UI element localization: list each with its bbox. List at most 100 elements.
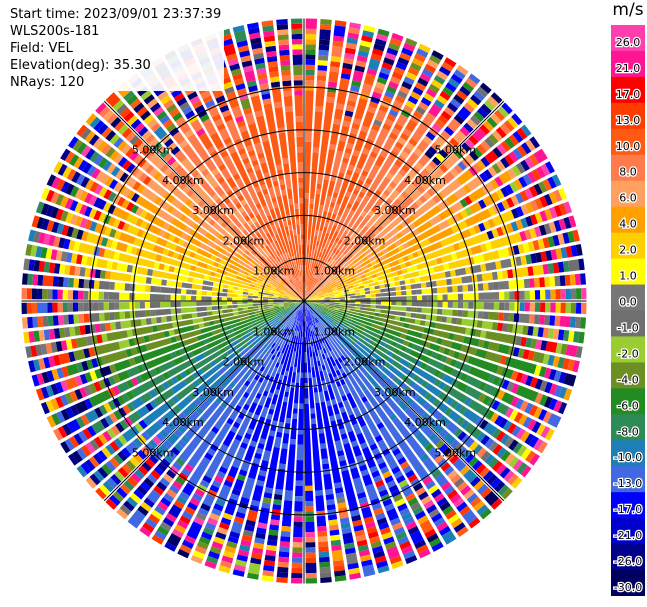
velocity-gate xyxy=(507,423,517,434)
velocity-gate xyxy=(357,491,367,500)
velocity-gate xyxy=(444,485,455,496)
velocity-gate xyxy=(293,289,301,298)
velocity-gate xyxy=(416,307,422,313)
velocity-gate xyxy=(525,450,536,463)
velocity-gate xyxy=(538,366,547,378)
velocity-gate xyxy=(365,263,391,277)
velocity-gate xyxy=(374,197,385,209)
velocity-gate xyxy=(563,260,570,272)
velocity-gate xyxy=(487,166,498,177)
velocity-gate xyxy=(374,38,387,47)
velocity-gate xyxy=(276,312,282,317)
velocity-gate xyxy=(374,434,383,443)
velocity-gate xyxy=(515,162,526,174)
velocity-gate xyxy=(345,320,356,327)
velocity-gate xyxy=(400,285,407,291)
velocity-gate xyxy=(145,458,156,468)
colorbar-swatch xyxy=(611,492,645,519)
velocity-gate xyxy=(245,378,258,395)
velocity-gate xyxy=(134,422,144,433)
velocity-gate xyxy=(162,119,174,129)
velocity-gate xyxy=(473,224,481,234)
velocity-gate xyxy=(354,259,365,268)
velocity-gate xyxy=(249,237,259,248)
velocity-gate xyxy=(332,322,338,327)
velocity-gate xyxy=(315,245,319,252)
velocity-gate xyxy=(45,342,53,354)
velocity-gate xyxy=(341,372,348,379)
velocity-gate xyxy=(304,291,334,301)
velocity-gate xyxy=(388,277,395,283)
velocity-gate xyxy=(424,528,437,539)
velocity-gate xyxy=(274,185,281,197)
velocity-gate xyxy=(171,208,183,220)
velocity-gate xyxy=(165,512,177,523)
velocity-gate xyxy=(84,267,91,278)
colorbar-tick-label: 26.0 xyxy=(616,36,641,49)
velocity-gate xyxy=(376,560,389,569)
velocity-gate xyxy=(493,302,500,310)
velocity-gate xyxy=(358,191,365,199)
velocity-gate xyxy=(232,25,245,33)
velocity-gate xyxy=(229,63,241,71)
velocity-gate xyxy=(480,434,491,446)
velocity-gate xyxy=(393,526,405,536)
velocity-gate xyxy=(479,508,492,520)
velocity-gate xyxy=(162,222,171,231)
velocity-gate xyxy=(242,65,254,73)
velocity-gate xyxy=(346,100,356,108)
velocity-gate xyxy=(274,307,285,312)
velocity-gate xyxy=(31,215,40,228)
velocity-gate xyxy=(84,192,93,204)
velocity-gate xyxy=(233,564,246,572)
velocity-gate xyxy=(383,235,399,248)
velocity-gate xyxy=(235,559,247,567)
velocity-gate xyxy=(428,103,442,118)
velocity-gate xyxy=(166,488,177,499)
velocity-gate xyxy=(291,33,303,40)
velocity-gate xyxy=(242,294,248,298)
velocity-gate xyxy=(447,102,458,113)
velocity-gate xyxy=(50,249,58,261)
velocity-gate xyxy=(270,514,281,521)
velocity-gate xyxy=(359,236,366,243)
velocity-gate xyxy=(238,268,245,274)
velocity-gate xyxy=(333,376,339,383)
velocity-gate xyxy=(125,244,133,254)
velocity-gate xyxy=(318,283,323,288)
velocity-gate xyxy=(391,301,397,306)
velocity-gate xyxy=(483,470,494,482)
velocity-gate xyxy=(210,392,218,400)
velocity-gate xyxy=(476,320,483,328)
colorbar-tick-label: -6.0 xyxy=(617,399,638,412)
velocity-gate xyxy=(242,359,249,366)
velocity-gate xyxy=(196,301,212,306)
velocity-gate xyxy=(113,181,123,192)
velocity-gate xyxy=(425,382,442,397)
velocity-gate xyxy=(166,533,182,548)
velocity-gate xyxy=(268,430,276,437)
velocity-gate xyxy=(362,331,373,340)
velocity-gate xyxy=(316,75,327,82)
velocity-gate xyxy=(562,358,570,370)
velocity-gate xyxy=(257,522,268,529)
velocity-gate xyxy=(102,109,114,122)
velocity-gate xyxy=(328,224,337,240)
velocity-gate xyxy=(473,480,485,491)
velocity-gate xyxy=(126,163,136,174)
velocity-gate xyxy=(495,463,507,476)
velocity-gate xyxy=(241,534,253,542)
velocity-gate xyxy=(309,203,314,209)
velocity-gate xyxy=(393,470,404,479)
velocity-gate xyxy=(36,373,45,386)
velocity-gate xyxy=(248,27,260,35)
velocity-gate xyxy=(140,501,152,512)
velocity-gate xyxy=(200,352,236,382)
velocity-gate xyxy=(163,167,173,177)
velocity-gate xyxy=(396,224,404,231)
velocity-gate xyxy=(105,147,116,158)
velocity-gate xyxy=(102,160,112,172)
velocity-gate xyxy=(525,202,534,214)
velocity-gate xyxy=(153,485,164,496)
velocity-gate xyxy=(322,468,331,475)
